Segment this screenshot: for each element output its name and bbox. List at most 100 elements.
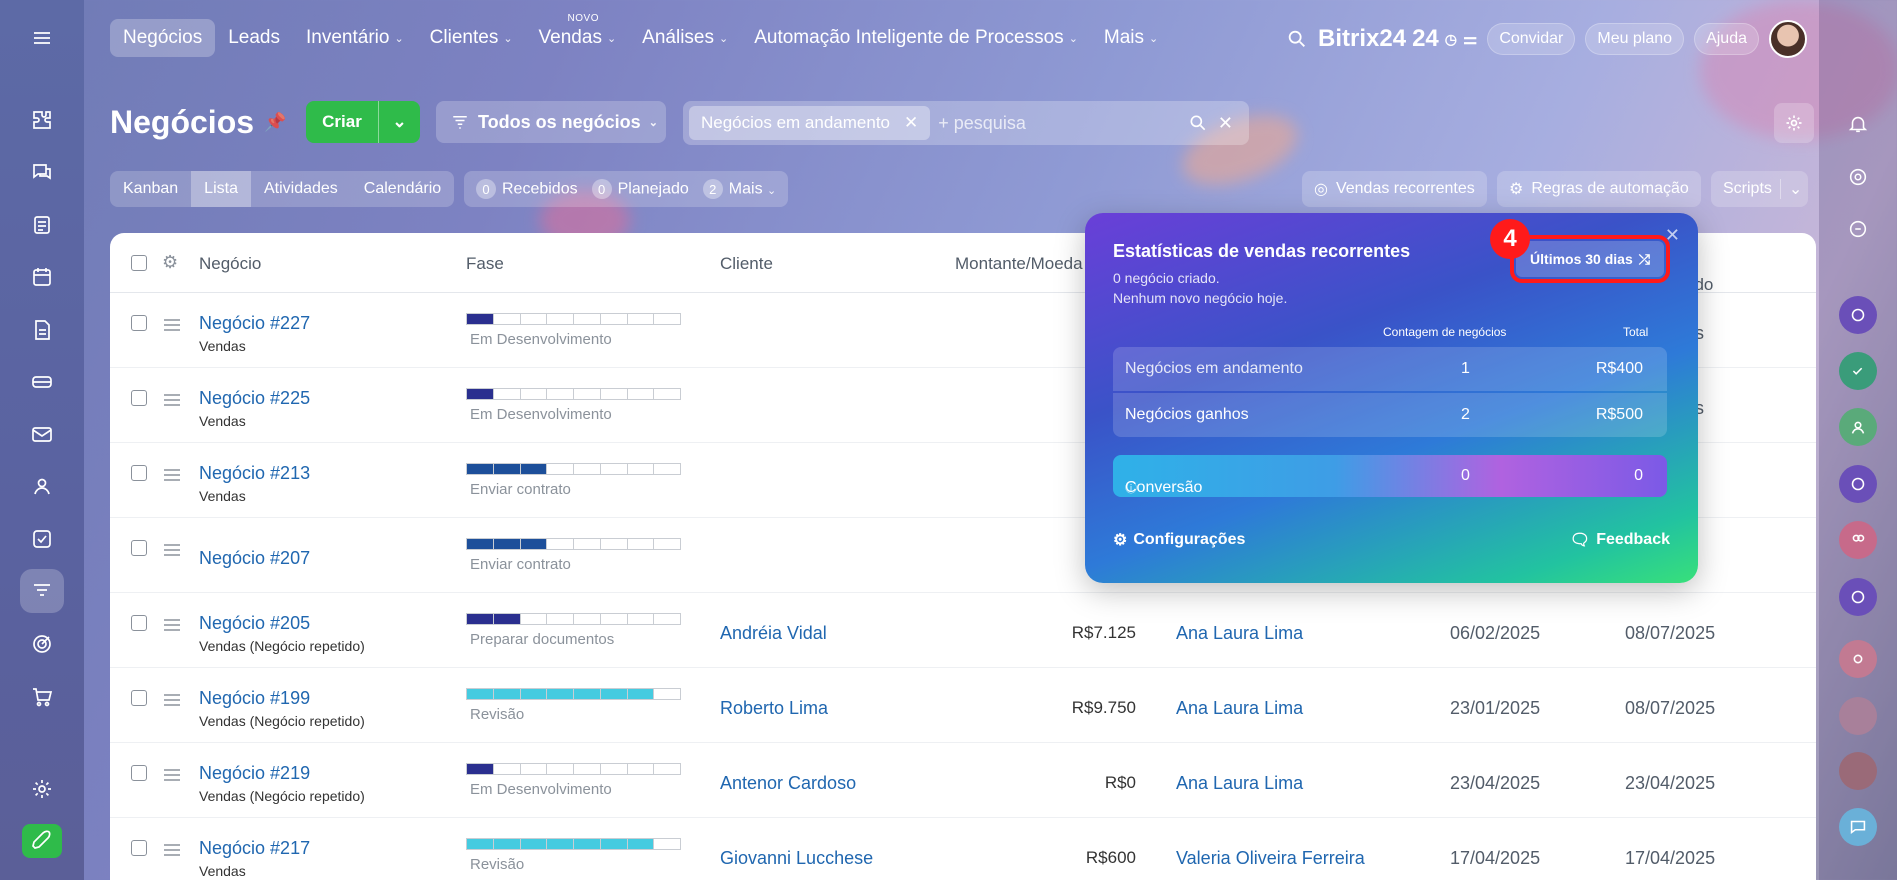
feed-icon[interactable] (20, 203, 64, 247)
responsible-link[interactable]: Ana Laura Lima (1176, 698, 1304, 718)
search-bar[interactable]: Negócios em andamento ✕ ✕ (683, 101, 1249, 145)
my-plan-button[interactable]: Meu plano (1585, 23, 1685, 55)
drive-icon[interactable] (20, 360, 64, 404)
scripts-button[interactable]: Scripts ⌄ (1711, 171, 1809, 207)
contact-avatar[interactable] (1839, 752, 1877, 790)
chat-bubble-icon[interactable] (1839, 808, 1877, 846)
deal-name-link[interactable]: Negócio #227 (199, 313, 311, 333)
clear-icon[interactable]: ✕ (1217, 112, 1233, 133)
deal-name-link[interactable]: Negócio #199 (199, 688, 311, 708)
deal-name-link[interactable]: Negócio #217 (199, 838, 311, 858)
feedback-link[interactable]: 🗨 Feedback (1569, 531, 1670, 549)
drag-handle-icon[interactable] (164, 694, 180, 709)
filter-tag[interactable]: Negócios em andamento ✕ (689, 106, 931, 140)
tasks-icon[interactable] (20, 517, 64, 561)
gear-icon[interactable]: ⚙ (162, 252, 179, 272)
messenger-icon[interactable] (1839, 210, 1877, 248)
client-link[interactable]: Giovanni Lucchese (720, 848, 874, 868)
nav-item-5[interactable]: Análises ⌄ (629, 19, 741, 57)
target-icon[interactable] (20, 622, 64, 666)
responsible-link[interactable]: Valeria Oliveira Ferreira (1176, 848, 1365, 868)
nav-item-1[interactable]: Leads (215, 19, 293, 57)
period-selector-button[interactable]: Últimos 30 dias ⤮ (1510, 235, 1670, 283)
drag-handle-icon[interactable] (164, 619, 180, 634)
table-row[interactable]: Negócio #219 Vendas (Negócio repetido) Em … (110, 743, 1816, 818)
settings-button[interactable] (1774, 103, 1814, 143)
help-button[interactable]: Ajuda (1694, 23, 1759, 55)
column-client[interactable]: Cliente (720, 254, 773, 273)
column-phase[interactable]: Fase (466, 254, 504, 273)
gear-icon[interactable] (20, 767, 64, 811)
invite-button[interactable]: Convidar (1487, 23, 1576, 55)
counter-1[interactable]: 0 Planejado (591, 179, 689, 199)
info-icon[interactable]: ⓘ (1125, 481, 1138, 495)
counter-0[interactable]: 0 Recebidos (476, 179, 578, 199)
column-amount[interactable]: Montante/Moeda (955, 254, 1083, 273)
table-row[interactable]: Negócio #199 Vendas (Negócio repetido) Rev… (110, 668, 1816, 743)
sliders-icon[interactable]: ⚌ (1462, 31, 1478, 48)
deal-name-link[interactable]: Negócio #207 (199, 548, 311, 568)
status-icon[interactable] (1839, 640, 1877, 678)
nav-item-2[interactable]: Inventário ⌄ (293, 19, 417, 57)
create-button[interactable]: Criar ⌄ (306, 101, 420, 143)
mail-icon[interactable] (20, 412, 64, 456)
drag-handle-icon[interactable] (164, 769, 180, 784)
search-input[interactable] (938, 112, 1179, 134)
close-icon[interactable]: ✕ (1664, 225, 1680, 245)
chat-icon[interactable] (20, 150, 64, 194)
crm-icon[interactable] (20, 569, 64, 613)
row-checkbox[interactable] (131, 690, 147, 706)
users-icon[interactable] (20, 464, 64, 508)
row-checkbox[interactable] (131, 390, 147, 406)
nav-item-7[interactable]: Mais ⌄ (1091, 19, 1171, 57)
chevron-down-icon[interactable]: ⌄ (1779, 179, 1802, 199)
tab-kanban[interactable]: Kanban (123, 180, 179, 197)
deal-name-link[interactable]: Negócio #213 (199, 463, 311, 483)
copilot-icon[interactable] (1839, 158, 1877, 196)
drag-handle-icon[interactable] (164, 394, 180, 409)
responsible-link[interactable]: Ana Laura Lima (1176, 623, 1304, 643)
puzzle-icon[interactable] (20, 98, 64, 142)
row-checkbox[interactable] (131, 540, 147, 556)
table-row[interactable]: Negócio #217 Vendas Revisão Giovanni Lucche… (110, 818, 1816, 880)
pin-icon[interactable]: 📌 (264, 112, 287, 132)
recurring-sales-button[interactable]: ◎ Vendas recorrentes (1302, 171, 1487, 207)
cart-icon[interactable] (20, 675, 64, 719)
deal-name-link[interactable]: Negócio #225 (199, 388, 311, 408)
client-link[interactable]: Antenor Cardoso (720, 773, 857, 793)
deal-name-link[interactable]: Negócio #219 (199, 763, 311, 783)
client-link[interactable]: Andréia Vidal (720, 623, 827, 643)
nav-item-4[interactable]: Vendas ⌄ NOVO (526, 13, 630, 57)
user-avatar[interactable] (1769, 20, 1807, 58)
chevron-down-icon[interactable]: ⌄ (378, 101, 420, 143)
configurations-link[interactable]: ⚙ Configurações (1113, 531, 1246, 549)
calendar-icon[interactable] (20, 255, 64, 299)
open-lines-icon[interactable] (1839, 296, 1877, 334)
close-icon[interactable]: ✕ (904, 113, 919, 132)
pipeline-filter-button[interactable]: Todos os negócios ⌄ (436, 101, 666, 143)
responsible-link[interactable]: Ana Laura Lima (1176, 773, 1304, 793)
channel-icon[interactable] (1839, 578, 1877, 616)
client-link[interactable]: Roberto Lima (720, 698, 829, 718)
team-icon[interactable] (1839, 521, 1877, 559)
checklist-icon[interactable] (1839, 352, 1877, 390)
tab-list[interactable]: Lista (191, 171, 251, 207)
nav-item-0[interactable]: Negócios (110, 19, 216, 57)
menu-icon[interactable] (20, 16, 64, 60)
column-deal[interactable]: Negócio (199, 254, 262, 273)
deal-name-link[interactable]: Negócio #205 (199, 613, 311, 633)
row-checkbox[interactable] (131, 465, 147, 481)
nav-item-6[interactable]: Automação Inteligente de Processos ⌄ (741, 19, 1091, 57)
drag-handle-icon[interactable] (164, 469, 180, 484)
channel-icon[interactable] (1839, 465, 1877, 503)
tab-calendar[interactable]: Calendário (363, 180, 442, 197)
tab-activities[interactable]: Atividades (263, 180, 338, 197)
bell-icon[interactable] (1839, 105, 1877, 143)
document-icon[interactable] (20, 308, 64, 352)
drag-handle-icon[interactable] (164, 544, 180, 559)
select-all-checkbox[interactable] (131, 255, 147, 271)
table-row[interactable]: Negócio #205 Vendas (Negócio repetido) Pre… (110, 593, 1816, 668)
search-icon[interactable] (1188, 113, 1208, 133)
search-icon[interactable] (1286, 28, 1308, 50)
nav-item-3[interactable]: Clientes ⌄ (417, 19, 526, 57)
